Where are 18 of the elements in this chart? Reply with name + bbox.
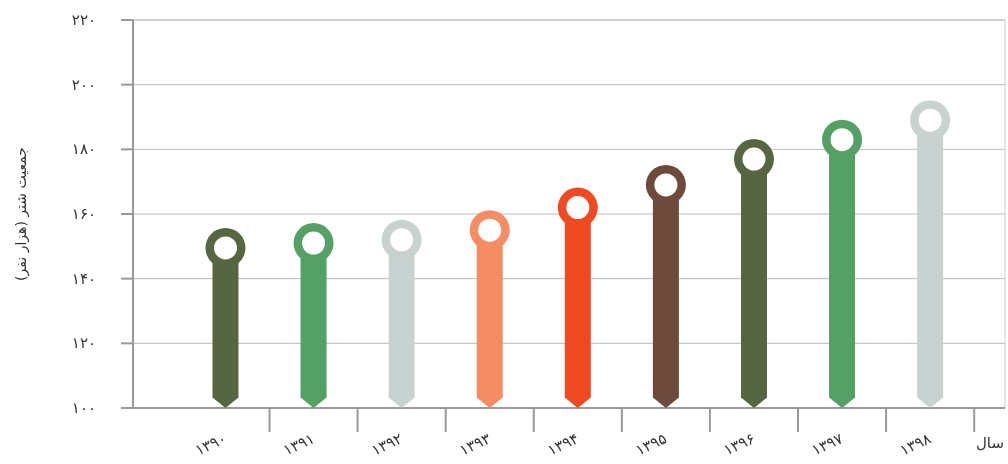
y-tick-label: ۱۸۰ bbox=[71, 140, 96, 159]
y-tick-label: ۲۲۰ bbox=[71, 11, 96, 29]
x-tick-label: ۱۳۹۶ bbox=[720, 429, 758, 460]
y-tick-label: ۱۰۰ bbox=[71, 399, 96, 417]
x-tick-label: ۱۳۹۱ bbox=[280, 429, 318, 460]
x-tick-label: ۱۳۹۳ bbox=[456, 429, 494, 460]
y-axis-title: جمعیت شتر (هزار نفر) bbox=[13, 147, 30, 281]
x-axis-title: سال bbox=[975, 434, 1004, 452]
x-tick-label: ۱۳۹۸ bbox=[897, 429, 934, 460]
y-tick-label: ۱۲۰ bbox=[71, 334, 96, 353]
y-tick-label: ۲۰۰ bbox=[71, 75, 96, 94]
y-tick-label: ۱۴۰ bbox=[71, 269, 96, 288]
x-tick-label: ۱۳۹۵ bbox=[632, 429, 670, 460]
x-tick-label: ۱۳۹۴ bbox=[544, 429, 582, 460]
x-tick-label: ۱۳۹۰ bbox=[192, 429, 230, 460]
x-tick-label: ۱۳۹۷ bbox=[808, 429, 846, 460]
x-tick-label: ۱۳۹۲ bbox=[368, 429, 406, 460]
y-tick-label: ۱۶۰ bbox=[71, 205, 96, 223]
